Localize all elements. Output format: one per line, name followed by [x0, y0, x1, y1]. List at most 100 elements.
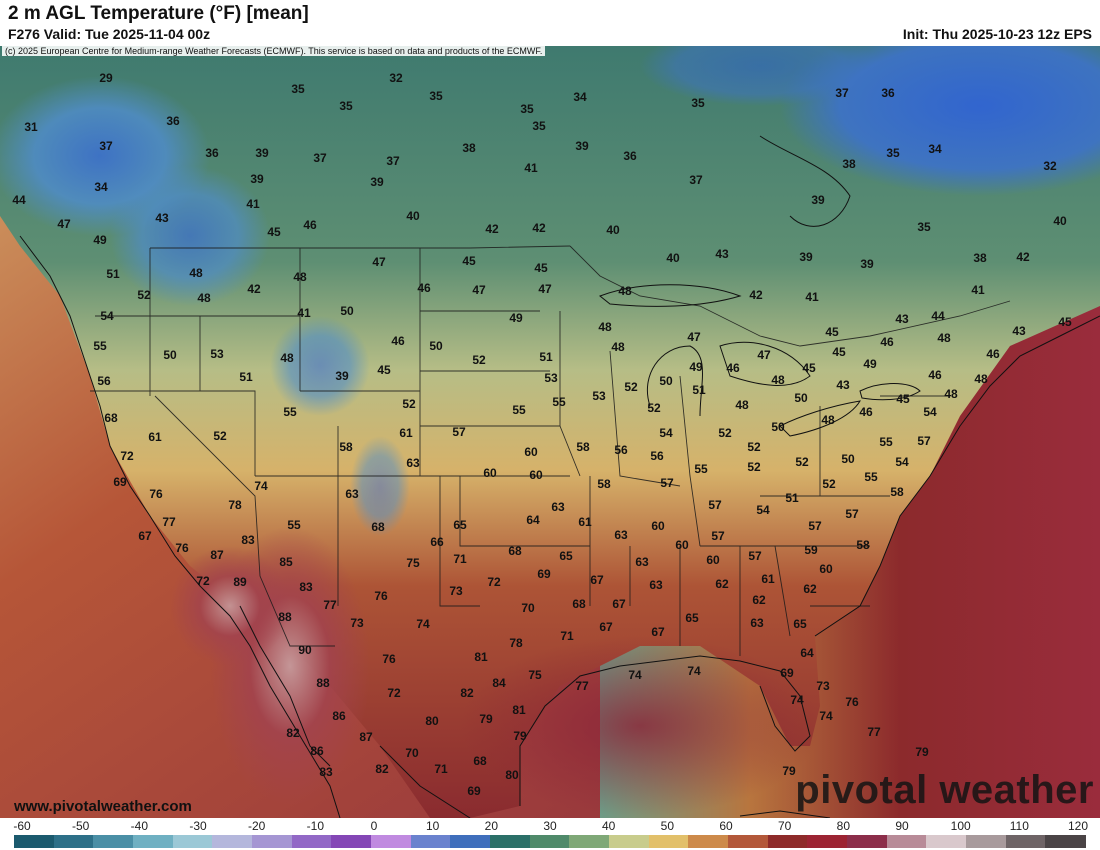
temperature-value: 75 [406, 556, 420, 570]
temperature-value: 67 [651, 625, 665, 639]
temperature-value: 34 [573, 90, 587, 104]
temperature-value: 65 [793, 617, 807, 631]
temperature-value: 86 [332, 709, 346, 723]
color-legend: -60 -50 -40 -30 -20 -10 0 10 20 30 40 50 60 70 80 90 100… [0, 818, 1100, 850]
temperature-value: 43 [1012, 324, 1026, 338]
temperature-value: 73 [350, 616, 364, 630]
temperature-value: 87 [210, 548, 224, 562]
lake-ontario [859, 383, 921, 401]
temperature-value: 51 [239, 370, 253, 384]
temperature-value: 88 [316, 676, 330, 690]
legend-color-swatch [847, 835, 888, 848]
temperature-value: 53 [592, 389, 606, 403]
temperature-value: 75 [528, 668, 542, 682]
temperature-value: 60 [483, 466, 497, 480]
temperature-value: 60 [675, 538, 689, 552]
temperature-value: 81 [474, 650, 488, 664]
site-url[interactable]: www.pivotalweather.com [14, 798, 192, 815]
temperature-value: 86 [310, 744, 324, 758]
temperature-value: 55 [287, 518, 301, 532]
temperature-value: 47 [372, 255, 386, 269]
temperature-value: 41 [246, 197, 260, 211]
legend-color-swatch [1005, 835, 1046, 848]
temperature-map[interactable]: 29 32 35 35 34 35 37 36 31 36 35 35 35 37 36 39 37 37 38 39… [0, 46, 1100, 818]
legend-tick-label: -50 [71, 819, 90, 833]
temperature-value: 77 [575, 679, 589, 693]
temperature-value: 42 [1016, 250, 1030, 264]
temperature-value: 48 [735, 398, 749, 412]
legend-color-swatch [252, 835, 293, 848]
temperature-value: 45 [896, 392, 910, 406]
legend-color-swatch [807, 835, 848, 848]
temperature-value: 35 [339, 99, 353, 113]
temperature-value: 42 [247, 282, 261, 296]
temperature-value: 38 [973, 251, 987, 265]
temperature-value: 54 [923, 405, 937, 419]
legend-color-swatch [926, 835, 967, 848]
temperature-value: 36 [205, 146, 219, 160]
temperature-value: 45 [832, 345, 846, 359]
desert-hot-region [170, 546, 290, 666]
hudson-cold-region [640, 46, 880, 106]
temperature-value: 72 [120, 449, 134, 463]
lake-superior [599, 284, 742, 307]
temperature-value: 62 [752, 593, 766, 607]
temperature-value: 71 [453, 552, 467, 566]
colorado-cold-region [350, 436, 410, 536]
gulf-coastline [519, 655, 811, 806]
temperature-value: 63 [750, 616, 764, 630]
temperature-value: 65 [453, 518, 467, 532]
temperature-value: 52 [822, 477, 836, 491]
temperature-value: 32 [1043, 159, 1057, 173]
temperature-value: 46 [303, 218, 317, 232]
temperature-value: 48 [821, 413, 835, 427]
temperature-value: 68 [104, 411, 118, 425]
legend-color-swatch [371, 835, 412, 848]
temperature-value: 29 [99, 71, 113, 85]
temperature-value: 39 [575, 139, 589, 153]
temperature-value: 63 [614, 528, 628, 542]
temperature-value: 54 [895, 455, 909, 469]
temperature-value: 57 [711, 529, 725, 543]
temperature-value: 46 [986, 347, 1000, 361]
temperature-value: 73 [816, 679, 830, 693]
temperature-value: 39 [255, 146, 269, 160]
temperature-value: 45 [267, 225, 281, 239]
temperature-value: 43 [895, 312, 909, 326]
temperature-value: 45 [534, 261, 548, 275]
temperature-value: 40 [606, 223, 620, 237]
temperature-value: 61 [761, 572, 775, 586]
temperature-value: 41 [971, 283, 985, 297]
temperature-value: 77 [162, 515, 176, 529]
temperature-value: 31 [24, 120, 38, 134]
legend-color-swatch [728, 835, 769, 848]
temperature-value: 70 [521, 601, 535, 615]
temperature-value: 63 [551, 500, 565, 514]
temperature-value: 50 [659, 374, 673, 388]
temperature-value: 87 [359, 730, 373, 744]
legend-color-swatch [529, 835, 570, 848]
pivotal-weather-logo: pivotal weather [795, 768, 1094, 812]
temperature-value: 68 [473, 754, 487, 768]
legend-color-swatch [93, 835, 134, 848]
temperature-value: 50 [429, 339, 443, 353]
temperature-value: 63 [345, 487, 359, 501]
legend-tick-label: 30 [543, 819, 557, 833]
legend-tick-label: 20 [484, 819, 499, 833]
legend-tick-label: 70 [777, 819, 792, 833]
temperature-value: 45 [825, 325, 839, 339]
legend-color-swatch [331, 835, 372, 848]
legend-tick-label: 80 [836, 819, 851, 833]
temperature-value: 46 [880, 335, 894, 349]
temperature-value: 69 [467, 784, 481, 798]
temperature-value: 78 [509, 636, 523, 650]
temperature-value: 55 [694, 462, 708, 476]
temperature-value: 46 [391, 334, 405, 348]
temperature-value: 41 [524, 161, 538, 175]
temperature-value: 51 [692, 383, 706, 397]
valid-time: F276 Valid: Tue 2025-11-04 00z [8, 26, 211, 42]
temperature-value: 55 [512, 403, 526, 417]
temperature-value: 58 [890, 485, 904, 499]
temperature-value: 56 [614, 443, 628, 457]
temperature-value: 39 [335, 369, 349, 383]
